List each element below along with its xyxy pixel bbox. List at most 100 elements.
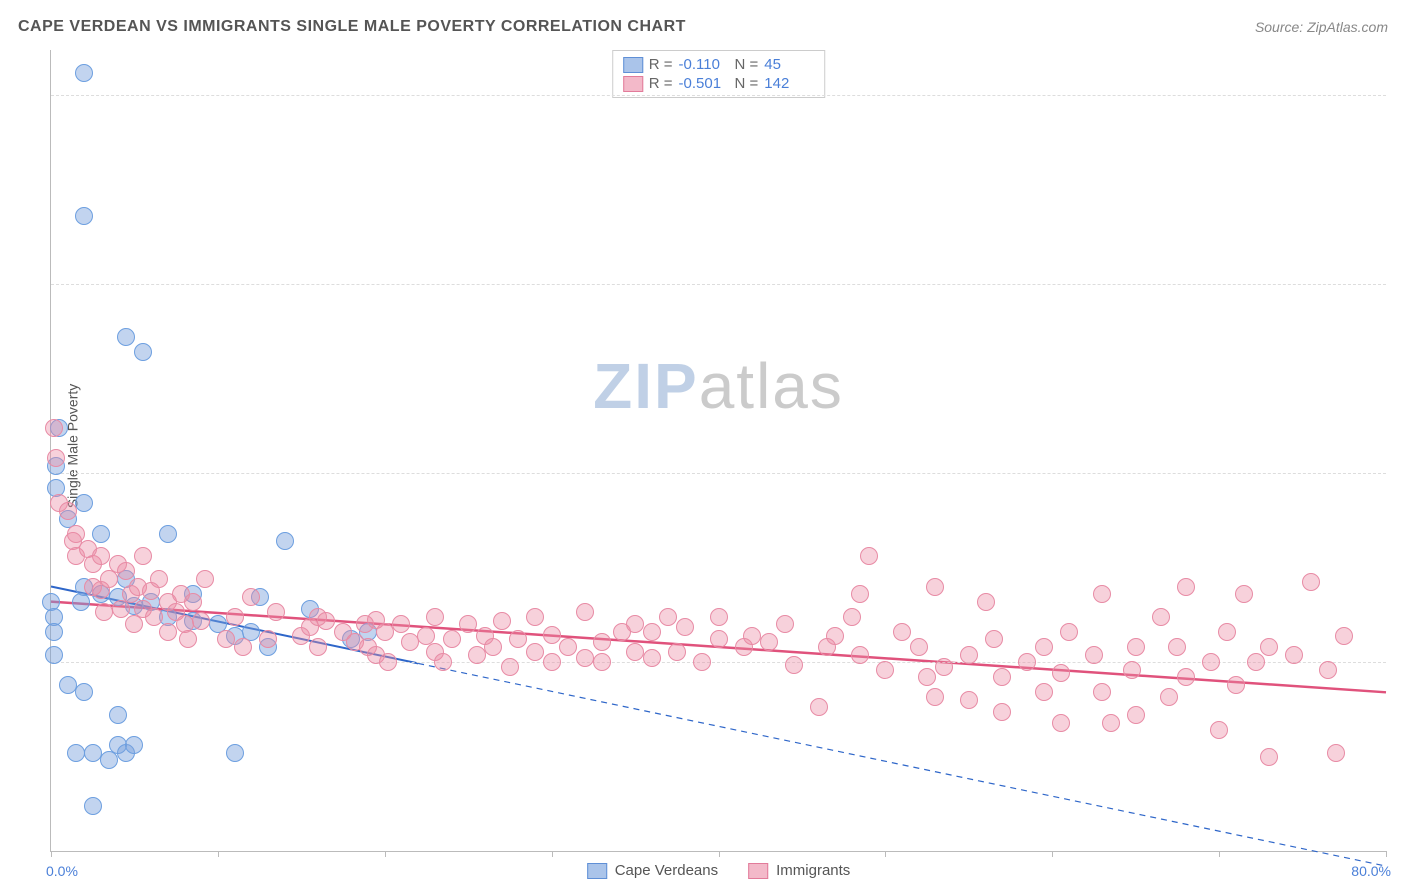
data-point xyxy=(1260,748,1278,766)
data-point xyxy=(159,525,177,543)
x-tick xyxy=(885,851,886,857)
data-point xyxy=(1177,578,1195,596)
data-point xyxy=(109,706,127,724)
data-point xyxy=(426,608,444,626)
data-point xyxy=(92,547,110,565)
data-point xyxy=(960,646,978,664)
data-point xyxy=(47,449,65,467)
data-point xyxy=(317,612,335,630)
n-value: 45 xyxy=(764,56,814,73)
data-point xyxy=(84,744,102,762)
data-point xyxy=(743,627,761,645)
r-value: -0.501 xyxy=(679,75,729,92)
data-point xyxy=(443,630,461,648)
data-point xyxy=(1335,627,1353,645)
data-point xyxy=(84,797,102,815)
data-point xyxy=(309,638,327,656)
data-point xyxy=(810,698,828,716)
legend-swatch xyxy=(587,863,607,879)
data-point xyxy=(226,744,244,762)
data-point xyxy=(1035,638,1053,656)
data-point xyxy=(92,525,110,543)
data-point xyxy=(242,588,260,606)
data-point xyxy=(893,623,911,641)
data-point xyxy=(379,653,397,671)
data-point xyxy=(776,615,794,633)
data-point xyxy=(1177,668,1195,686)
x-tick xyxy=(218,851,219,857)
data-point xyxy=(676,618,694,636)
x-tick xyxy=(719,851,720,857)
data-point xyxy=(977,593,995,611)
x-tick xyxy=(1052,851,1053,857)
gridline-h xyxy=(51,473,1386,474)
data-point xyxy=(593,633,611,651)
y-tick-label: 25.0% xyxy=(1391,465,1406,481)
data-point xyxy=(493,612,511,630)
data-point xyxy=(434,653,452,671)
source-label: Source: ZipAtlas.com xyxy=(1255,19,1388,35)
data-point xyxy=(159,623,177,641)
data-point xyxy=(918,668,936,686)
data-point xyxy=(401,633,419,651)
legend-swatch xyxy=(748,863,768,879)
watermark-zip: ZIP xyxy=(593,350,699,422)
data-point xyxy=(267,603,285,621)
scatter-plot-area: ZIPatlas R =-0.110N =45R =-0.501N =142 0… xyxy=(50,50,1386,852)
n-value: 142 xyxy=(764,75,814,92)
data-point xyxy=(1302,573,1320,591)
gridline-h xyxy=(51,284,1386,285)
series-legend: Cape VerdeansImmigrants xyxy=(587,862,851,879)
data-point xyxy=(1123,661,1141,679)
data-point xyxy=(593,653,611,671)
data-point xyxy=(559,638,577,656)
r-value: -0.110 xyxy=(679,56,729,73)
data-point xyxy=(1052,664,1070,682)
data-point xyxy=(1018,653,1036,671)
data-point xyxy=(668,643,686,661)
data-point xyxy=(95,603,113,621)
data-point xyxy=(851,646,869,664)
data-point xyxy=(926,688,944,706)
y-tick-label: 37.5% xyxy=(1391,276,1406,292)
data-point xyxy=(785,656,803,674)
data-point xyxy=(196,570,214,588)
data-point xyxy=(926,578,944,596)
n-label: N = xyxy=(735,56,759,73)
data-point xyxy=(75,64,93,82)
data-point xyxy=(626,643,644,661)
data-point xyxy=(985,630,1003,648)
data-point xyxy=(860,547,878,565)
data-point xyxy=(843,608,861,626)
data-point xyxy=(75,683,93,701)
data-point xyxy=(45,623,63,641)
data-point xyxy=(643,623,661,641)
data-point xyxy=(526,608,544,626)
data-point xyxy=(543,653,561,671)
data-point xyxy=(1052,714,1070,732)
data-point xyxy=(59,502,77,520)
watermark: ZIPatlas xyxy=(593,349,844,423)
data-point xyxy=(112,600,130,618)
data-point xyxy=(1247,653,1265,671)
correlation-legend-row: R =-0.501N =142 xyxy=(623,74,815,93)
data-point xyxy=(851,585,869,603)
data-point xyxy=(184,593,202,611)
data-point xyxy=(134,547,152,565)
data-point xyxy=(710,630,728,648)
gridline-h xyxy=(51,662,1386,663)
data-point xyxy=(75,494,93,512)
legend-swatch xyxy=(623,57,643,73)
data-point xyxy=(125,736,143,754)
x-tick xyxy=(1219,851,1220,857)
data-point xyxy=(468,646,486,664)
data-point xyxy=(1235,585,1253,603)
data-point xyxy=(226,608,244,626)
data-point xyxy=(392,615,410,633)
data-point xyxy=(1093,683,1111,701)
data-point xyxy=(67,744,85,762)
data-point xyxy=(150,570,168,588)
series-legend-item: Immigrants xyxy=(748,862,850,879)
legend-swatch xyxy=(623,76,643,92)
correlation-legend-row: R =-0.110N =45 xyxy=(623,55,815,74)
